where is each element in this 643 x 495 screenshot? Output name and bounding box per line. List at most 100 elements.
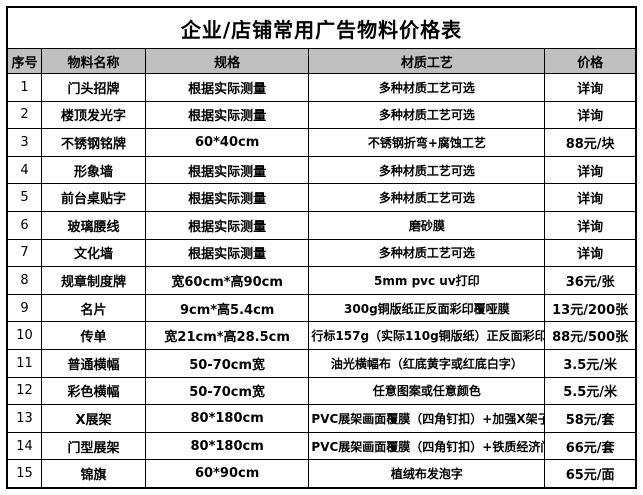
- cell-no: 10: [6, 321, 43, 350]
- cell-name: 玻璃腰线: [41, 210, 146, 240]
- cell-price: 详询: [544, 238, 637, 268]
- table-row: 4 形象墙 根据实际测量 多种材质工艺可选 详询: [6, 155, 637, 185]
- cell-craft: 多种材质工艺可选: [308, 155, 546, 185]
- cell-price: 详询: [544, 210, 637, 240]
- table-row: 10 传单 宽21cm*高28.5cm 行标157g（实际110g铜版纸）正反面…: [6, 321, 637, 350]
- cell-price: 88元/500张: [544, 321, 637, 350]
- cell-craft: 任意图案或任意颜色: [308, 376, 546, 406]
- table-row: 15 锦旗 60*90cm 植绒布发泡字 65元/面: [6, 459, 637, 489]
- table-row: 8 规章制度牌 宽60cm*高90cm 5mm pvc uv打印 36元/张: [6, 266, 637, 295]
- table-row: 13 X展架 80*180cm PVC展架画面覆膜（四角钉扣）+加强X架子 58…: [6, 404, 637, 433]
- cell-price: 详询: [544, 100, 637, 130]
- cell-price: 36元/张: [544, 266, 637, 295]
- cell-name: 不锈钢铭牌: [41, 128, 146, 157]
- cell-craft: 5mm pvc uv打印: [308, 266, 546, 295]
- cell-price: 详询: [544, 73, 637, 102]
- table-row: 5 前台桌贴字 根据实际测量 多种材质工艺可选 详询: [6, 183, 637, 212]
- price-table: 企业/店铺常用广告物料价格表 序号 物料名称 规格 材质工艺 价格 1 门头招牌…: [6, 6, 637, 489]
- cell-craft: 行标157g（实际110g铜版纸）正反面彩印: [308, 321, 546, 350]
- table-row: 6 玻璃腰线 根据实际测量 磨砂膜 详询: [6, 210, 637, 240]
- table-row: 1 门头招牌 根据实际测量 多种材质工艺可选 详询: [6, 73, 637, 102]
- cell-name: 普通横幅: [41, 348, 146, 378]
- cell-no: 2: [6, 100, 43, 130]
- cell-name: 规章制度牌: [41, 266, 146, 295]
- cell-no: 3: [6, 128, 43, 157]
- cell-no: 5: [6, 183, 43, 212]
- table-row: 14 门型展架 80*180cm PVC展架画面覆膜（四角钉扣）+铁质经济门型展…: [6, 431, 637, 461]
- cell-spec: 根据实际测量: [144, 210, 310, 240]
- cell-price: 5.5元/米: [544, 376, 637, 406]
- cell-name: 形象墙: [41, 155, 146, 185]
- cell-no: 14: [6, 431, 43, 461]
- cell-spec: 根据实际测量: [144, 73, 310, 102]
- table-row: 9 名片 9cm*高5.4cm 300g铜版纸正反面彩印覆哑膜 13元/200张: [6, 293, 637, 323]
- cell-no: 8: [6, 266, 43, 295]
- cell-spec: 80*180cm: [144, 431, 310, 461]
- cell-spec: 根据实际测量: [144, 183, 310, 212]
- cell-name: 名片: [41, 293, 146, 323]
- cell-craft: 300g铜版纸正反面彩印覆哑膜: [308, 293, 546, 323]
- cell-craft: 油光横幅布（红底黄字或红底白字）: [308, 348, 546, 378]
- cell-name: 传单: [41, 321, 146, 350]
- cell-price: 65元/面: [544, 459, 637, 489]
- cell-price: 详询: [544, 183, 637, 212]
- cell-price: 58元/套: [544, 404, 637, 433]
- cell-craft: 植绒布发泡字: [308, 459, 546, 489]
- cell-no: 11: [6, 348, 43, 378]
- cell-name: 门头招牌: [41, 73, 146, 102]
- column-header-price: 价格: [544, 48, 637, 74]
- table-row: 11 普通横幅 50-70cm宽 油光横幅布（红底黄字或红底白字） 3.5元/米: [6, 348, 637, 378]
- page-title: 企业/店铺常用广告物料价格表: [6, 6, 637, 49]
- cell-name: 彩色横幅: [41, 376, 146, 406]
- cell-price: 3.5元/米: [544, 348, 637, 378]
- column-header-no: 序号: [6, 48, 43, 74]
- title-row: 企业/店铺常用广告物料价格表: [6, 6, 637, 49]
- table-row: 7 文化墙 根据实际测量 多种材质工艺可选 详询: [6, 238, 637, 268]
- cell-no: 15: [6, 459, 43, 489]
- cell-no: 12: [6, 376, 43, 406]
- cell-spec: 80*180cm: [144, 404, 310, 433]
- cell-craft: 多种材质工艺可选: [308, 183, 546, 212]
- table-row: 2 楼顶发光字 根据实际测量 多种材质工艺可选 详询: [6, 100, 637, 130]
- cell-name: X展架: [41, 404, 146, 433]
- cell-name: 楼顶发光字: [41, 100, 146, 130]
- cell-craft: PVC展架画面覆膜（四角钉扣）+铁质经济门型展架: [308, 431, 546, 461]
- table-body: 1 门头招牌 根据实际测量 多种材质工艺可选 详询 2 楼顶发光字 根据实际测量…: [6, 73, 637, 489]
- cell-spec: 宽60cm*高90cm: [144, 266, 310, 295]
- column-header-craft: 材质工艺: [308, 48, 546, 74]
- cell-name: 门型展架: [41, 431, 146, 461]
- table-header-row: 序号 物料名称 规格 材质工艺 价格: [6, 48, 637, 74]
- cell-craft: PVC展架画面覆膜（四角钉扣）+加强X架子: [308, 404, 546, 433]
- cell-craft: 磨砂膜: [308, 210, 546, 240]
- cell-spec: 宽21cm*高28.5cm: [144, 321, 310, 350]
- cell-name: 前台桌贴字: [41, 183, 146, 212]
- cell-no: 6: [6, 210, 43, 240]
- cell-spec: 60*40cm: [144, 128, 310, 157]
- cell-price: 88元/块: [544, 128, 637, 157]
- cell-spec: 根据实际测量: [144, 238, 310, 268]
- table-row: 3 不锈钢铭牌 60*40cm 不锈钢折弯+腐蚀工艺 88元/块: [6, 128, 637, 157]
- cell-craft: 多种材质工艺可选: [308, 100, 546, 130]
- cell-no: 9: [6, 293, 43, 323]
- cell-no: 13: [6, 404, 43, 433]
- cell-price: 详询: [544, 155, 637, 185]
- cell-name: 锦旗: [41, 459, 146, 489]
- cell-no: 7: [6, 238, 43, 268]
- cell-spec: 50-70cm宽: [144, 376, 310, 406]
- cell-craft: 多种材质工艺可选: [308, 73, 546, 102]
- table-row: 12 彩色横幅 50-70cm宽 任意图案或任意颜色 5.5元/米: [6, 376, 637, 406]
- column-header-spec: 规格: [144, 48, 310, 74]
- cell-spec: 根据实际测量: [144, 155, 310, 185]
- cell-no: 1: [6, 73, 43, 102]
- cell-price: 13元/200张: [544, 293, 637, 323]
- cell-spec: 9cm*高5.4cm: [144, 293, 310, 323]
- cell-name: 文化墙: [41, 238, 146, 268]
- cell-spec: 50-70cm宽: [144, 348, 310, 378]
- cell-spec: 60*90cm: [144, 459, 310, 489]
- cell-spec: 根据实际测量: [144, 100, 310, 130]
- column-header-name: 物料名称: [41, 48, 146, 74]
- cell-price: 66元/套: [544, 431, 637, 461]
- cell-no: 4: [6, 155, 43, 185]
- cell-craft: 多种材质工艺可选: [308, 238, 546, 268]
